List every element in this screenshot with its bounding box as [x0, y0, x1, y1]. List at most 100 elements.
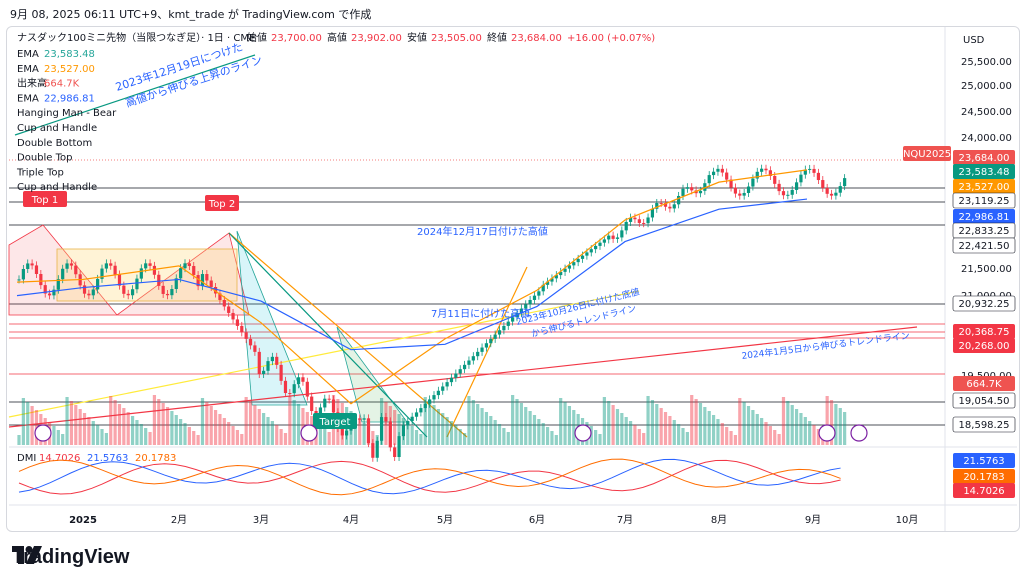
- candle: [567, 265, 572, 269]
- volume-bar: [17, 435, 21, 445]
- legend-row-value: 23,527.00: [44, 64, 95, 75]
- volume-bar: [703, 407, 707, 445]
- volume-bar: [545, 427, 550, 445]
- volume-bar: [393, 410, 397, 445]
- candle: [441, 386, 445, 391]
- volume-bar: [379, 398, 384, 445]
- candle: [100, 268, 104, 279]
- candle: [607, 235, 611, 240]
- price-tag-label: 20,268.00: [959, 341, 1010, 352]
- month-label: 2月: [171, 514, 187, 526]
- candle: [179, 268, 183, 279]
- price-tag: [953, 376, 1015, 391]
- candle: [327, 398, 331, 400]
- month-label: 2025: [69, 515, 97, 526]
- candle: [113, 265, 117, 275]
- price-tick: 21,500.00: [961, 264, 1012, 275]
- event-marker-icon[interactable]: [574, 424, 592, 442]
- legend-row-value: 664.7K: [44, 79, 80, 90]
- price-tick: 24,500.00: [961, 107, 1012, 118]
- volume-bar: [362, 423, 366, 445]
- volume-bar: [773, 430, 777, 445]
- volume-bar: [646, 396, 650, 445]
- volume-bar: [694, 399, 698, 445]
- candle: [96, 278, 100, 290]
- candle: [196, 275, 200, 287]
- ascending-line: [446, 266, 528, 438]
- volume-bar: [790, 405, 794, 445]
- candle: [794, 182, 799, 190]
- ohlc-value: 23,684.00: [511, 33, 562, 44]
- volume-bar: [768, 426, 772, 445]
- volume-bar: [567, 406, 572, 445]
- volume-bar: [650, 400, 655, 445]
- candle: [135, 278, 139, 290]
- candle: [375, 440, 379, 458]
- dmi-tag: [953, 453, 1015, 468]
- volume-bar: [532, 415, 537, 445]
- volume-bar: [834, 404, 838, 445]
- dmi-value: 20.1783: [135, 453, 176, 464]
- candle: [716, 168, 720, 172]
- volume-bar: [628, 421, 633, 445]
- dmi-tag: [953, 483, 1015, 498]
- price-tag: [952, 192, 1016, 209]
- volume-bar: [371, 431, 375, 445]
- volume-bar: [624, 417, 628, 445]
- volume-bar: [602, 397, 606, 445]
- candle: [30, 263, 34, 266]
- candle: [218, 293, 222, 300]
- volume-bar: [78, 409, 82, 445]
- volume-bar: [550, 431, 554, 445]
- candle: [825, 187, 829, 194]
- price-tag-label: 20,368.75: [959, 327, 1010, 338]
- price-chart[interactable]: 2025 2月 3月 4月 5月 6月 7月 8月 9月 10月 Top 1 Top 2 Target 2…: [7, 27, 1019, 531]
- candle: [773, 175, 777, 184]
- volume-bar: [213, 410, 218, 445]
- volume-bar: [781, 397, 786, 445]
- price-tag: [952, 416, 1016, 433]
- candle: [165, 293, 170, 296]
- chart-frame[interactable]: 2025 2月 3月 4月 5月 6月 7月 8月 9月 10月 Top 1 Top 2 Target 2…: [6, 26, 1020, 532]
- volume-bar: [594, 430, 598, 445]
- candle: [655, 202, 659, 209]
- volume-bar: [764, 422, 768, 445]
- candle: [130, 289, 135, 296]
- top1-label: Top 1: [31, 195, 58, 206]
- candle: [222, 299, 226, 307]
- volume-bar: [87, 417, 91, 445]
- candle: [288, 393, 292, 395]
- candle: [148, 263, 152, 266]
- candle: [646, 217, 650, 224]
- volume-bar: [183, 423, 187, 445]
- event-marker-icon[interactable]: [850, 424, 868, 442]
- candle: [663, 203, 668, 207]
- event-marker-icon[interactable]: [818, 424, 836, 442]
- ohlc-value: 23,505.00: [431, 33, 482, 44]
- candle: [698, 190, 703, 194]
- volume-bar: [794, 409, 799, 445]
- volume-bar: [738, 398, 742, 445]
- volume-bar: [397, 414, 401, 445]
- volume-bar: [838, 408, 842, 445]
- volume-bar: [130, 416, 135, 445]
- candle: [563, 268, 567, 272]
- volume-bar: [659, 408, 663, 445]
- volume-bar: [454, 425, 458, 445]
- legend-row-name: 出来高: [17, 77, 47, 90]
- candle: [615, 237, 620, 239]
- price-tag-label: 23,119.25: [959, 196, 1010, 207]
- volume-bar: [572, 410, 576, 445]
- candle: [410, 416, 414, 422]
- price-tag-label: 19,054.50: [959, 396, 1010, 407]
- volume-bar: [812, 425, 816, 445]
- volume-bar: [209, 406, 213, 445]
- price-tick: 24,000.00: [961, 133, 1012, 144]
- candle: [725, 172, 729, 180]
- volume-bar: [511, 395, 515, 445]
- volume-bar: [458, 429, 462, 445]
- event-marker-icon[interactable]: [34, 424, 52, 442]
- candle: [834, 192, 838, 196]
- event-marker-icon[interactable]: [300, 424, 318, 442]
- candle: [126, 293, 130, 296]
